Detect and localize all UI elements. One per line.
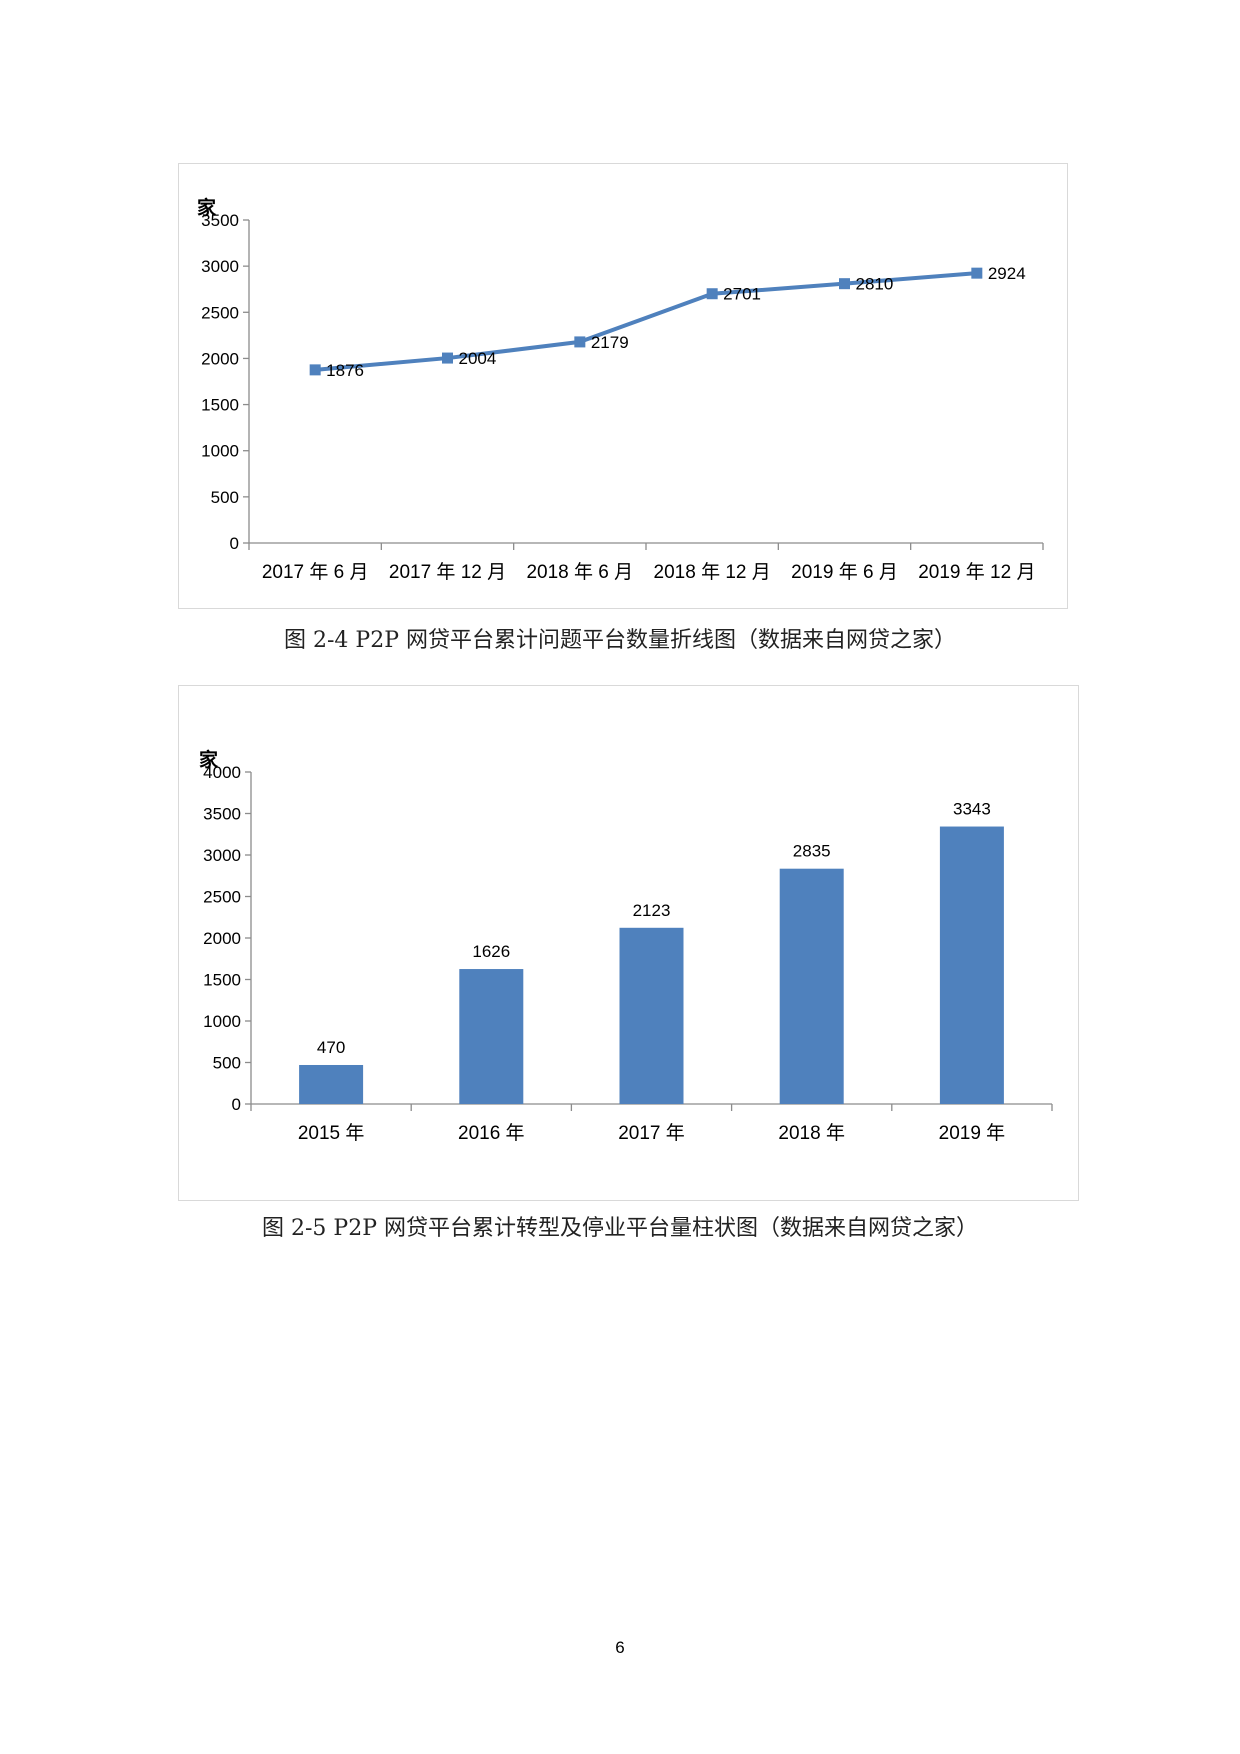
y-tick-label: 1500 [203, 971, 241, 990]
data-label: 2701 [723, 285, 761, 304]
bar [779, 868, 844, 1104]
figure-caption-2-5: 图 2-5 P2P 网贷平台累计转型及停业平台量柱状图（数据来自网贷之家） [261, 1216, 978, 1241]
y-tick-label: 2000 [203, 929, 241, 948]
y-tick-label: 0 [232, 1095, 241, 1114]
y-tick-label: 0 [230, 534, 239, 553]
y-axis-label: 家 [199, 748, 219, 771]
y-tick-label: 2500 [203, 888, 241, 907]
data-label: 2835 [793, 842, 831, 861]
bar-chart-panel: 0 500 1000 1500 2000 2500 3000 3500 4000 2015 年 20… [178, 685, 1079, 1201]
bar [299, 1064, 364, 1104]
y-tick-label: 500 [211, 488, 239, 507]
data-point-marker [706, 288, 718, 300]
line-chart-panel: 0 500 1000 1500 2000 2500 3000 3500 2017 年 6 月 20… [178, 163, 1068, 609]
data-point-marker [309, 364, 321, 376]
x-tick-label: 2018 年 12 月 [654, 561, 771, 583]
data-label: 2810 [856, 275, 894, 294]
data-point-marker [971, 267, 983, 279]
y-axis-label: 家 [197, 196, 217, 219]
figure-caption-2-4: 图 2-4 P2P 网贷平台累计问题平台数量折线图（数据来自网贷之家） [283, 628, 956, 653]
data-label: 2179 [591, 333, 629, 352]
y-tick-label: 2500 [201, 303, 239, 322]
bar-chart: 0 500 1000 1500 2000 2500 3000 3500 4000 2015 年 20… [199, 748, 1053, 1144]
line-chart: 0 500 1000 1500 2000 2500 3000 3500 2017 年 6 月 20… [197, 196, 1044, 583]
data-label: 2123 [633, 901, 671, 920]
x-tick-label: 2019 年 12 月 [918, 561, 1035, 583]
y-tick-label: 1000 [203, 1012, 241, 1031]
bar [619, 927, 684, 1104]
x-tick-label: 2019 年 6 月 [791, 561, 898, 583]
x-tick-label: 2019 年 [939, 1122, 1006, 1144]
y-tick-label: 3000 [201, 257, 239, 276]
data-label: 2924 [988, 264, 1026, 283]
y-tick-label: 1500 [201, 396, 239, 415]
data-label: 1876 [326, 361, 364, 380]
x-tick-label: 2018 年 6 月 [526, 561, 633, 583]
bar [939, 826, 1004, 1104]
bar [459, 969, 524, 1104]
data-label: 470 [317, 1038, 345, 1057]
x-tick-label: 2016 年 [458, 1122, 525, 1144]
data-label: 3343 [953, 800, 991, 819]
y-tick-label: 1000 [201, 442, 239, 461]
y-tick-label: 500 [213, 1054, 241, 1073]
y-tick-label: 2000 [201, 349, 239, 368]
data-point-marker [442, 352, 453, 364]
y-tick-label: 4000 [203, 763, 241, 782]
x-tick-label: 2018 年 [778, 1122, 845, 1144]
x-tick-label: 2017 年 12 月 [389, 561, 506, 583]
data-point-marker [574, 336, 586, 348]
x-tick-label: 2015 年 [298, 1122, 365, 1144]
data-point-marker [839, 278, 850, 290]
data-label: 1626 [472, 942, 510, 961]
page-number: 6 [615, 1638, 625, 1657]
y-tick-label: 3000 [203, 846, 241, 865]
y-tick-label: 3500 [203, 805, 241, 824]
y-tick-label: 3500 [201, 211, 239, 230]
data-label: 2004 [459, 349, 497, 368]
series-line [314, 271, 977, 372]
x-tick-label: 2017 年 6 月 [262, 561, 369, 583]
x-tick-label: 2017 年 [618, 1122, 685, 1144]
